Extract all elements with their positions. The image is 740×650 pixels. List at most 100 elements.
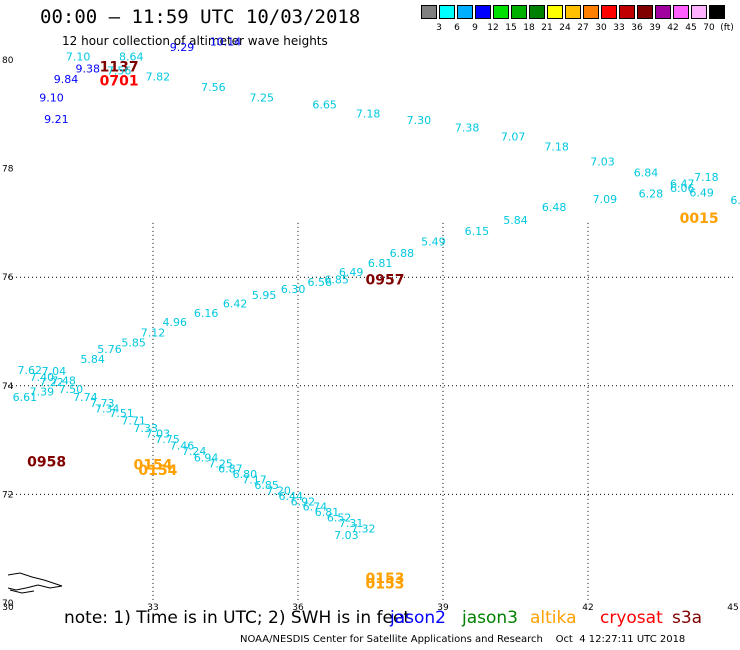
wave-height-value: 7.18	[694, 171, 719, 184]
wave-height-value: 6.44	[730, 194, 740, 207]
wave-height-value: 7.31	[339, 517, 364, 530]
wave-height-value: 7.12	[141, 326, 166, 339]
sat-label-cryosat: cryosat	[600, 608, 663, 628]
y-tick-label: 72	[2, 490, 13, 500]
pass-time-label: 0957	[366, 272, 405, 288]
wave-height-value: 7.25	[250, 91, 275, 104]
wave-height-value: 6.56	[308, 276, 333, 289]
wave-height-value: 7.38	[455, 122, 480, 135]
legend-swatch	[601, 5, 617, 19]
x-tick-label: 39	[437, 603, 449, 613]
pass-time-label: 0701	[100, 74, 139, 90]
wave-height-value: 7.73	[90, 397, 115, 410]
legend-swatch	[475, 5, 491, 19]
wave-height-value: 6.74	[303, 501, 328, 514]
wave-height-value: 5.84	[503, 214, 528, 227]
wave-height-value: 7.09	[593, 193, 618, 206]
legend-swatch	[565, 5, 581, 19]
x-tick-label: 45	[727, 603, 738, 613]
wave-height-value: 6.84	[634, 167, 659, 180]
wave-height-value: 9.84	[54, 73, 79, 86]
wave-height-value: 7.10	[66, 51, 91, 64]
pass-time-label: 0153	[366, 576, 405, 592]
wave-height-value: 4.96	[163, 316, 188, 329]
sat-label-s3a: s3a	[672, 608, 703, 628]
wave-height-value: 6.16	[194, 307, 219, 320]
wave-height-value: 6.49	[689, 186, 714, 199]
legend-swatch	[421, 5, 437, 19]
page-title: 00:00 – 11:59 UTC 10/03/2018	[40, 6, 361, 28]
wave-height-value: 7.20	[266, 484, 291, 497]
wave-height-value: 7.07	[501, 130, 526, 143]
wave-height-value: 6.15	[465, 225, 490, 238]
wave-height-value: 7.03	[590, 155, 615, 168]
map-axes: 30 33 36 39 42 45 80 78 76 74 72 70	[2, 56, 739, 613]
wave-height-value: 8.64	[119, 51, 144, 64]
wave-height-value: 6.48	[542, 201, 567, 214]
wave-height-value: 10.14	[210, 35, 242, 48]
wave-height-value: 7.22	[39, 376, 64, 389]
wave-height-value: 7.74	[73, 391, 98, 404]
wave-height-value: 7.03	[146, 427, 171, 440]
note-text: note: 1) Time is in UTC; 2) SWH is in fe…	[64, 608, 411, 628]
wave-height-value: 6.85	[254, 479, 279, 492]
wave-height-value: 7.51	[109, 407, 134, 420]
wave-height-value: 6.92	[291, 495, 316, 508]
wave-height-value: 6.44	[279, 490, 304, 503]
wave-height-value: 6.85	[324, 274, 349, 287]
wave-height-value: 6.30	[281, 283, 306, 296]
wave-height-value: 7.18	[356, 108, 381, 121]
legend-swatch	[547, 5, 563, 19]
map-grid	[8, 222, 733, 603]
wave-height-value: 6.81	[368, 257, 393, 270]
wave-height-value: 7.04	[42, 365, 67, 378]
wave-height-value: 6.47	[670, 178, 695, 191]
wave-height-value: 9.29	[170, 41, 195, 54]
wave-height-value: 6.49	[339, 266, 364, 279]
wave-height-value: 7.50	[59, 383, 84, 396]
pass-time-label: 0015	[680, 211, 719, 227]
wave-height-value: 6.81	[315, 506, 340, 519]
wave-height-value: 7.56	[107, 65, 132, 78]
pass-time-label: 0153	[366, 571, 405, 587]
legend-label: 39	[649, 23, 661, 33]
wave-height-value: 7.39	[30, 386, 55, 399]
wave-height-value: 6.52	[327, 512, 352, 525]
legend-swatch	[637, 5, 653, 19]
wave-height-value: 5.84	[80, 353, 105, 366]
legend-label: 12	[487, 23, 499, 33]
x-tick-label: 42	[582, 603, 593, 613]
wave-height-value: 6.61	[13, 391, 38, 404]
wave-height-value: 5.85	[121, 337, 146, 350]
sat-label-jason2: jason2	[390, 608, 446, 628]
wave-height-value: 7.17	[242, 474, 267, 487]
wave-height-value: 6.80	[233, 468, 258, 481]
legend-label: 3	[436, 23, 442, 33]
legend-label: 33	[613, 23, 625, 33]
y-tick-label: 74	[2, 382, 14, 392]
y-tick-label: 80	[2, 56, 14, 66]
legend-swatch	[583, 5, 599, 19]
wave-height-value: 7.18	[544, 141, 569, 154]
pass-time-label: 0154	[138, 463, 177, 479]
wave-height-value: 6.42	[223, 298, 248, 311]
legend-label: 30	[595, 23, 607, 33]
pass-time-label: 1137	[100, 59, 139, 75]
legend-label: 21	[541, 23, 553, 33]
wave-height-value: 7.75	[155, 433, 180, 446]
wave-height-value: 7.32	[351, 522, 376, 535]
page-subtitle: 12 hour collection of altimeter wave hei…	[62, 34, 328, 48]
legend-label: 36	[631, 23, 643, 33]
wave-height-value: 6.87	[218, 463, 243, 476]
legend-label: 45	[685, 23, 697, 33]
wave-height-value: 9.10	[39, 91, 64, 104]
wave-height-value: 7.34	[95, 402, 120, 415]
wave-height-value: 6.65	[312, 98, 337, 111]
wave-height-value: 7.30	[407, 114, 432, 127]
wave-height-value: 7.82	[146, 71, 171, 84]
legend-swatch	[709, 5, 725, 19]
wave-height-value: 7.71	[121, 414, 146, 427]
x-tick-label: 33	[147, 603, 158, 613]
